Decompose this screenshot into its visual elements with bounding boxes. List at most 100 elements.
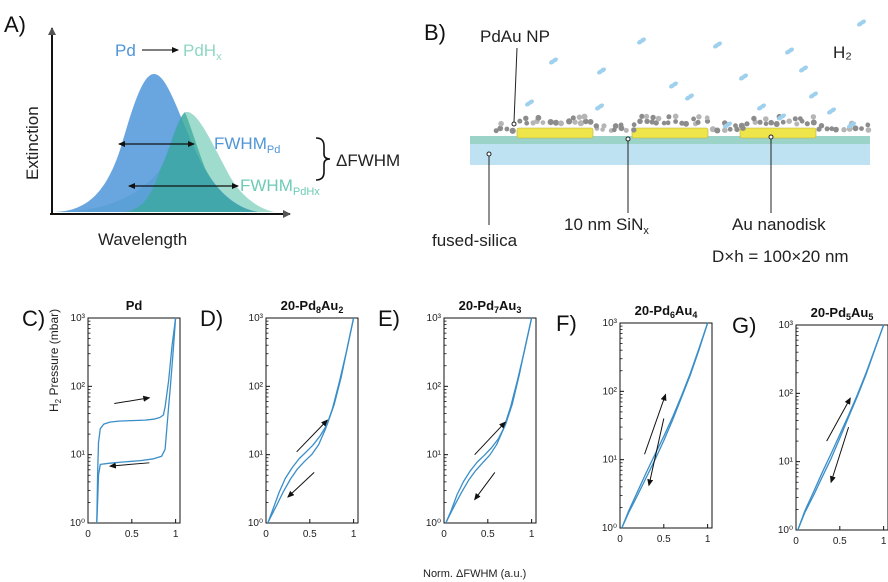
x-tick-label: 1 (529, 529, 535, 540)
pdau-nanoparticle (818, 123, 825, 129)
pdau-nanoparticle (763, 121, 769, 126)
desorption-branch (621, 322, 709, 529)
x-tick-label: 0 (441, 529, 447, 540)
desorption-arrow (287, 472, 315, 498)
pdau-nanoparticle (751, 115, 757, 122)
pdau-nanoparticle (673, 119, 678, 124)
panel-letter: C) (22, 306, 45, 331)
pdau-nanoparticle (727, 126, 733, 132)
panel-letter: D) (200, 306, 223, 331)
y-tick-label: 10⁰ (248, 518, 263, 529)
pdau-nanoparticle (566, 118, 573, 125)
y-tick-label: 10⁰ (778, 525, 793, 536)
desorption-branch (797, 324, 885, 531)
pdau-nanoparticle (679, 120, 685, 126)
x-tick-label: 0 (617, 534, 623, 545)
desorption-branch (96, 317, 177, 524)
pdau-nanoparticle (504, 126, 510, 132)
pdau-nanoparticle (786, 118, 792, 124)
y-tick-label: 10¹ (249, 450, 264, 461)
y-tick-label: 10² (427, 381, 442, 392)
absorption-branch (96, 317, 177, 524)
absorption-arrow (114, 395, 151, 405)
h2-molecule (785, 47, 794, 55)
h2-molecule (669, 81, 678, 89)
absorption-branch (445, 317, 533, 524)
plot-frame (265, 317, 359, 524)
panel-letter: E) (378, 306, 400, 331)
panel-a-xlabel: Wavelength (98, 230, 187, 249)
substrate-callout-dot (486, 151, 492, 157)
pdau-nanoparticle (577, 120, 585, 127)
absorption-branch (621, 322, 709, 529)
pdau-nanoparticle (841, 127, 847, 133)
pdau-nanoparticle (661, 120, 667, 126)
h2-molecule (777, 113, 786, 121)
pdau-nanoparticle (691, 116, 696, 122)
sin-label: 10 nm SiNx (564, 215, 649, 237)
pdau-nanoparticle (738, 122, 745, 129)
panel-title: 20-Pd8Au2 (281, 298, 344, 315)
delta-brace (315, 137, 331, 181)
pdau-nanoparticle (810, 114, 817, 120)
np-callout-line (513, 47, 518, 123)
pdau-nanoparticle (524, 120, 530, 126)
disk-dims-label: D×h = 100×20 nm (712, 247, 849, 266)
desorption-arrow (647, 418, 665, 487)
plot-frame (87, 317, 181, 524)
pdau-nanoparticle (523, 115, 529, 122)
panel-title: 20-Pd7Au3 (459, 298, 522, 315)
pdau-nanoparticle (637, 118, 643, 125)
delta-fwhm-label: ΔFWHM (336, 151, 400, 170)
pdau-nanoparticle (576, 114, 583, 120)
fused-silica-label: fused-silica (432, 231, 518, 250)
y-tick-label: 10¹ (779, 457, 794, 468)
au-nanodisks (516, 127, 817, 139)
h2-molecules (525, 19, 866, 129)
absorption-arrow (296, 419, 329, 453)
pdau-nanoparticle (631, 122, 637, 128)
pd-label: Pd (115, 41, 136, 60)
au-nanodisk (739, 127, 817, 139)
x-tick-label: 1 (881, 536, 887, 547)
pdau-np-label: PdAu NP (480, 27, 550, 46)
x-tick-label: 1 (351, 529, 357, 540)
pdau-nanoparticle (824, 126, 830, 132)
pdau-nanoparticle (493, 128, 499, 134)
panel-letter: F) (556, 311, 577, 336)
pdau-nanoparticle (644, 118, 650, 125)
pdhx-label: PdHx (183, 41, 222, 63)
x-tick-label: 1 (705, 534, 711, 545)
y-tick-label: 10² (603, 386, 618, 397)
pdau-nanoparticle (666, 114, 672, 120)
pdau-nanoparticle (733, 123, 738, 129)
pdau-nanoparticle (498, 120, 504, 127)
panel-letter: G) (732, 313, 756, 338)
pdau-nanoparticle (497, 125, 504, 132)
panel-b-letter: B) (424, 20, 446, 45)
np-callout-dot (511, 121, 517, 127)
pdau-nanoparticle (773, 121, 780, 127)
h2-label: H₂ (833, 43, 852, 62)
fused-silica-substrate (470, 143, 870, 165)
plot-frame (619, 322, 713, 529)
fwhm-pd-label: FWHMPd (214, 134, 280, 156)
h2-molecule (809, 91, 818, 99)
pdau-nanoparticle (757, 119, 763, 125)
h2-molecule (685, 93, 694, 101)
x-tick-label: 0 (263, 529, 269, 540)
sin-layer (470, 136, 870, 144)
x-tick-label: 1 (173, 529, 179, 540)
pdau-nanoparticle (517, 118, 523, 124)
h2-molecule (723, 121, 732, 129)
h2-molecule (549, 57, 558, 65)
h2-molecule (713, 41, 722, 49)
pdau-nanoparticle (865, 122, 871, 128)
pdau-nanoparticle (547, 119, 554, 126)
x-tick-label: 0.5 (481, 529, 495, 540)
y-tick-label: 10² (779, 388, 794, 399)
pdau-nanoparticle (572, 119, 578, 125)
pdau-nanoparticle (535, 114, 542, 121)
pdau-nanoparticle (829, 126, 835, 132)
